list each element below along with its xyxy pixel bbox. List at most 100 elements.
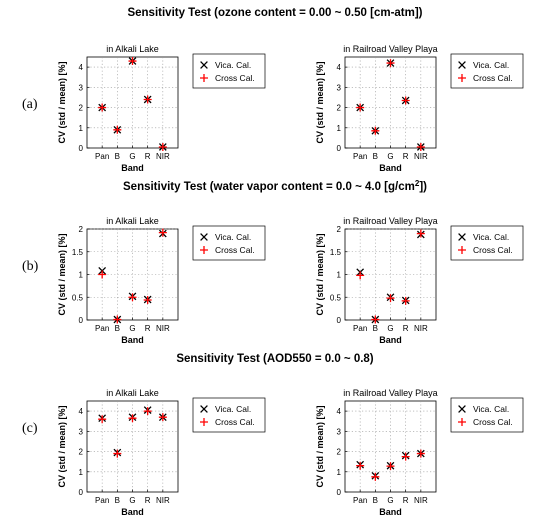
y-tick-label: 1 xyxy=(337,271,342,280)
x-axis-label: Band xyxy=(121,163,144,173)
section-title-text: Sensitivity Test (AOD550 = 0.0 ~ 0.8) xyxy=(176,353,373,365)
y-tick-label: 0 xyxy=(337,144,342,153)
cross-cal-point xyxy=(158,142,167,151)
legend: Vica. Cal. Cross Cal. xyxy=(192,53,266,89)
y-tick-label: 0 xyxy=(79,144,84,153)
chart-title: in Railroad Valley Playa xyxy=(343,388,437,398)
cross-cal-point xyxy=(356,103,365,112)
y-axis-label: CV (std / mean) [%] xyxy=(315,61,325,143)
chart-1-1: in Railroad Valley Playa Pan B G R NIR 0 0.5 1 1.… xyxy=(315,216,524,345)
x-tick-label: Pan xyxy=(95,496,109,505)
cross-cal-point xyxy=(416,449,425,458)
cross-cal-point xyxy=(128,293,137,302)
cross-cal-point xyxy=(113,449,122,458)
vica-cal-legend-marker xyxy=(200,405,208,413)
x-tick-label: R xyxy=(403,496,409,505)
y-tick-label: 0.5 xyxy=(72,293,84,302)
legend-entry: Vica. Cal. xyxy=(473,404,509,414)
y-tick-label: 1 xyxy=(79,468,84,477)
cross-cal-point xyxy=(158,413,167,422)
vica-cal-legend-marker xyxy=(458,405,466,413)
legend: Vica. Cal. Cross Cal. xyxy=(450,397,524,433)
cross-cal-point xyxy=(98,270,107,279)
chart-title: in Railroad Valley Playa xyxy=(343,216,437,226)
cross-cal-point xyxy=(401,96,410,105)
legend-entry: Cross Cal. xyxy=(215,73,255,83)
legend-box xyxy=(192,397,266,433)
legend-entry: Vica. Cal. xyxy=(215,232,251,242)
x-axis-label: Band xyxy=(121,507,144,517)
x-tick-label: Pan xyxy=(353,324,367,333)
x-tick-label: NIR xyxy=(156,152,170,161)
cross-cal-point xyxy=(113,125,122,134)
vica-cal-legend-marker xyxy=(200,61,208,69)
y-tick-label: 4 xyxy=(337,63,342,72)
cross-cal-point xyxy=(371,126,380,135)
cross-cal-point xyxy=(143,407,152,416)
y-tick-label: 4 xyxy=(79,407,84,416)
chart-0-0: Sensitivity Test (ozone content = 0.00 ~… xyxy=(57,7,423,173)
y-tick-label: 3 xyxy=(79,83,84,92)
chart-title: in Alkali Lake xyxy=(106,44,159,54)
x-tick-label: R xyxy=(145,152,151,161)
y-tick-label: 0 xyxy=(79,316,84,325)
cross-cal-point xyxy=(143,95,152,104)
cross-cal-point xyxy=(386,462,395,471)
y-tick-label: 1 xyxy=(79,124,84,133)
section-title-end: ]) xyxy=(419,181,427,193)
legend-box xyxy=(192,53,266,89)
cross-cal-legend-marker xyxy=(458,74,466,82)
x-axis-label: Band xyxy=(379,335,402,345)
x-tick-label: R xyxy=(145,496,151,505)
y-tick-label: 3 xyxy=(79,427,84,436)
x-tick-label: R xyxy=(403,324,409,333)
cross-cal-point xyxy=(386,59,395,68)
x-tick-label: NIR xyxy=(156,324,170,333)
cross-cal-point xyxy=(386,294,395,303)
x-tick-label: B xyxy=(115,496,120,505)
x-axis-label: Band xyxy=(121,335,144,345)
y-tick-label: 2 xyxy=(79,225,84,234)
x-tick-label: G xyxy=(129,152,135,161)
x-tick-label: Pan xyxy=(95,152,109,161)
y-tick-label: 0.5 xyxy=(330,293,342,302)
x-tick-label: G xyxy=(387,496,393,505)
cross-cal-point xyxy=(113,315,122,324)
cross-cal-point xyxy=(401,296,410,305)
section-title: Sensitivity Test (ozone content = 0.00 ~… xyxy=(127,7,422,19)
legend-entry: Cross Cal. xyxy=(215,417,255,427)
y-tick-label: 1 xyxy=(79,271,84,280)
y-tick-label: 1.5 xyxy=(330,248,342,257)
legend-box xyxy=(192,225,266,261)
legend-entry: Cross Cal. xyxy=(215,245,255,255)
x-tick-label: R xyxy=(403,152,409,161)
x-tick-label: G xyxy=(129,496,135,505)
cross-cal-point xyxy=(371,315,380,324)
y-tick-label: 0 xyxy=(337,316,342,325)
x-tick-label: R xyxy=(145,324,151,333)
section-title: Sensitivity Test (water vapor content = … xyxy=(123,179,427,193)
x-tick-label: Pan xyxy=(353,496,367,505)
x-tick-label: NIR xyxy=(414,496,428,505)
legend: Vica. Cal. Cross Cal. xyxy=(450,53,524,89)
chart-title: in Alkali Lake xyxy=(106,216,159,226)
x-axis-label: Band xyxy=(379,507,402,517)
x-tick-label: B xyxy=(373,324,378,333)
cross-cal-point xyxy=(128,57,137,66)
legend-entry: Cross Cal. xyxy=(473,73,513,83)
legend: Vica. Cal. Cross Cal. xyxy=(192,225,266,261)
y-tick-label: 2 xyxy=(79,104,84,113)
legend: Vica. Cal. Cross Cal. xyxy=(192,397,266,433)
x-tick-label: NIR xyxy=(414,324,428,333)
legend-box xyxy=(450,53,524,89)
cross-cal-point xyxy=(356,271,365,280)
y-axis-label: CV (std / mean) [%] xyxy=(57,233,67,315)
y-tick-label: 3 xyxy=(337,83,342,92)
cross-cal-point xyxy=(98,103,107,112)
legend-entry: Vica. Cal. xyxy=(473,232,509,242)
cross-cal-point xyxy=(371,472,380,481)
legend-box xyxy=(450,397,524,433)
x-tick-label: B xyxy=(115,324,120,333)
chart-2-1: in Railroad Valley Playa Pan B G R NIR 0 1 2 3 4 Ba… xyxy=(315,388,524,517)
